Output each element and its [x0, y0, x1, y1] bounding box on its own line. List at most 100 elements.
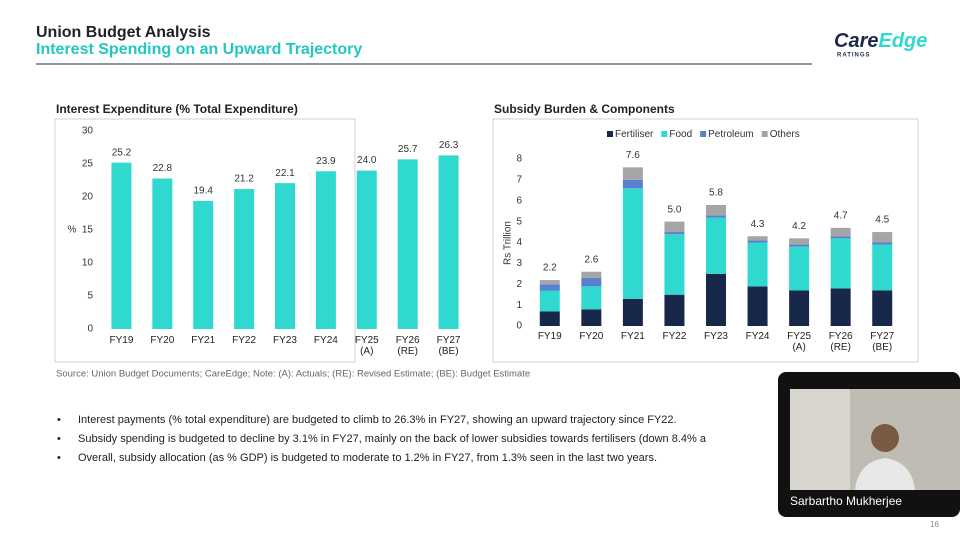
bullet-marker: • — [57, 433, 61, 445]
bar-segment — [622, 298, 643, 326]
page-number: 16 — [930, 520, 939, 529]
y-tick-label: 4 — [516, 237, 522, 248]
data-label: 25.7 — [398, 144, 418, 155]
speaker-name: Sarbartho Mukherjee — [790, 494, 902, 508]
y-tick-label: 0 — [516, 321, 522, 332]
x-tick-label-box: FY27 (BE) — [436, 335, 461, 357]
x-tick-label: FY21 — [191, 335, 216, 346]
x-tick-label: FY27 (BE) — [436, 335, 461, 357]
x-tick-label-box: FY20 — [579, 331, 603, 342]
x-tick-label-box: FY25 (A) — [787, 331, 812, 353]
x-tick-label-box: FY23 — [704, 331, 728, 342]
bar-segment — [664, 294, 685, 326]
bar-segment — [747, 242, 768, 287]
bar-segment — [706, 217, 726, 274]
total-label: 2.2 — [543, 263, 557, 274]
source-note: Source: Union Budget Documents; CareEdge… — [56, 369, 530, 380]
bar — [111, 162, 132, 329]
bar-segment — [706, 215, 726, 218]
total-label: 4.3 — [751, 219, 765, 230]
x-tick-label-box: FY26 (RE) — [395, 335, 420, 357]
bar-segment — [539, 284, 560, 291]
bar-segment — [581, 277, 602, 287]
logo-left: Care — [834, 30, 878, 52]
bar-segment — [581, 271, 602, 278]
bar-segment — [830, 238, 851, 289]
total-label: 2.6 — [584, 254, 598, 265]
bar-segment — [581, 309, 602, 326]
bullet: Overall, subsidy allocation (as % GDP) i… — [78, 452, 657, 464]
bar-segment — [872, 232, 893, 243]
data-label: 19.4 — [193, 186, 213, 197]
bar-segment — [747, 286, 768, 326]
total-label: 5.0 — [667, 204, 681, 215]
y-tick-label: 25 — [82, 159, 94, 170]
x-tick-label: FY25 (A) — [354, 335, 379, 357]
legend-swatch — [700, 131, 707, 137]
bar-segment — [747, 240, 768, 243]
x-tick-label-box: FY19 — [109, 335, 134, 346]
speaker-body — [855, 458, 915, 490]
bar-segment — [664, 232, 685, 235]
bar-segment — [664, 234, 685, 295]
bar-segment — [872, 244, 893, 291]
y-tick-label: 6 — [516, 195, 522, 206]
video-overlay: Sarbartho Mukherjee — [778, 372, 960, 517]
y-axis-label: Rs Trillion — [503, 221, 514, 265]
y-tick-label: 7 — [516, 175, 522, 186]
bar-segment — [664, 221, 685, 233]
x-tick-label-box: FY19 — [537, 331, 562, 342]
bar — [234, 189, 255, 329]
y-axis-label: % — [68, 225, 77, 236]
data-label: 25.2 — [112, 147, 132, 158]
x-tick-label: FY19 — [109, 335, 134, 346]
chart-frame — [54, 118, 356, 363]
x-tick-label: FY22 — [662, 331, 687, 342]
chart-title: Interest Expenditure (% Total Expenditur… — [56, 102, 298, 116]
bar-segment — [747, 236, 768, 241]
legend-swatch — [607, 131, 613, 137]
bar-segment — [789, 238, 810, 245]
x-tick-label-box: FY22 — [232, 335, 256, 346]
bar-segment — [539, 311, 560, 326]
x-tick-label: FY24 — [745, 331, 770, 342]
speaker-head — [871, 424, 899, 452]
x-tick-label: FY25 (A) — [787, 331, 812, 353]
x-tick-label: FY26 (RE) — [395, 335, 420, 357]
bar-segment — [622, 188, 643, 299]
x-tick-label: FY27 (BE) — [870, 331, 895, 353]
slide-subtitle: Interest Spending on an Upward Trajector… — [36, 41, 362, 58]
bar-segment — [830, 227, 851, 237]
total-label: 7.6 — [626, 150, 640, 161]
total-label: 5.8 — [709, 188, 723, 199]
video-wall — [790, 389, 850, 490]
x-tick-label: FY19 — [537, 331, 562, 342]
bar-segment — [539, 290, 560, 312]
chart-title: Subsidy Burden & Components — [494, 102, 675, 116]
data-label: 26.3 — [439, 140, 459, 151]
y-tick-label: 8 — [516, 154, 522, 165]
logo-tagline: RATINGS — [837, 53, 871, 59]
data-label: 24.0 — [357, 155, 377, 166]
bar — [356, 170, 377, 329]
bar-segment — [789, 246, 810, 291]
bullet: Interest payments (% total expenditure) … — [78, 414, 677, 426]
y-tick-label: 30 — [82, 126, 94, 137]
y-tick-label: 15 — [82, 225, 94, 236]
y-tick-label: 20 — [82, 192, 94, 203]
x-tick-label-box: FY24 — [314, 335, 338, 346]
bar-segment — [622, 179, 643, 189]
data-label: 22.8 — [153, 163, 173, 174]
y-tick-label: 5 — [87, 291, 93, 302]
x-tick-label-box: FY25 (A) — [354, 335, 379, 357]
x-tick-label: FY23 — [273, 335, 297, 346]
x-tick-label-box: FY22 — [662, 331, 687, 342]
bar — [397, 159, 418, 329]
bar — [438, 155, 459, 329]
bar-segment — [622, 167, 643, 180]
bar-segment — [830, 236, 851, 239]
bar-segment — [581, 286, 602, 310]
bar-segment — [539, 280, 560, 285]
